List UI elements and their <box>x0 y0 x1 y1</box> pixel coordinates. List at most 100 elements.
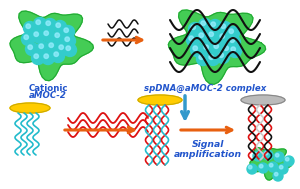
Circle shape <box>65 37 70 41</box>
Circle shape <box>212 42 224 54</box>
Circle shape <box>206 29 220 43</box>
Circle shape <box>62 35 76 47</box>
Circle shape <box>46 40 59 53</box>
Circle shape <box>56 43 70 56</box>
Circle shape <box>64 28 68 33</box>
Circle shape <box>284 156 294 166</box>
Circle shape <box>52 50 64 63</box>
Circle shape <box>221 24 226 29</box>
Circle shape <box>52 30 65 43</box>
Circle shape <box>187 33 200 46</box>
Circle shape <box>248 165 252 169</box>
Circle shape <box>280 165 283 169</box>
Circle shape <box>275 153 279 157</box>
Text: spDNA@aMOC-2 complex: spDNA@aMOC-2 complex <box>144 84 266 93</box>
Circle shape <box>41 51 55 64</box>
Polygon shape <box>250 148 292 180</box>
Circle shape <box>34 32 38 36</box>
Circle shape <box>188 22 202 36</box>
Circle shape <box>273 171 283 181</box>
Circle shape <box>196 30 209 43</box>
Circle shape <box>64 43 76 57</box>
Ellipse shape <box>138 95 182 105</box>
Circle shape <box>247 164 257 174</box>
Circle shape <box>59 45 64 50</box>
Circle shape <box>44 54 49 58</box>
Circle shape <box>209 32 214 36</box>
Circle shape <box>44 19 56 32</box>
Circle shape <box>34 18 46 30</box>
Circle shape <box>265 151 268 155</box>
Circle shape <box>263 150 273 160</box>
Circle shape <box>260 164 263 168</box>
Circle shape <box>190 43 203 57</box>
Circle shape <box>61 26 74 39</box>
Circle shape <box>191 25 196 29</box>
Circle shape <box>56 23 61 27</box>
Circle shape <box>217 50 230 64</box>
Circle shape <box>44 31 49 36</box>
Circle shape <box>26 24 31 29</box>
Circle shape <box>269 163 273 167</box>
Ellipse shape <box>241 95 285 105</box>
Text: Cationic: Cationic <box>28 84 68 93</box>
Circle shape <box>230 38 235 43</box>
Circle shape <box>26 43 38 56</box>
Circle shape <box>286 157 289 161</box>
Circle shape <box>22 33 34 46</box>
Circle shape <box>199 55 203 60</box>
Circle shape <box>193 46 197 50</box>
Circle shape <box>54 52 58 57</box>
Circle shape <box>219 53 224 57</box>
Circle shape <box>221 43 235 57</box>
Circle shape <box>32 29 44 43</box>
Circle shape <box>253 151 263 161</box>
Text: aMOC-2: aMOC-2 <box>29 91 67 100</box>
Circle shape <box>229 29 233 33</box>
Circle shape <box>36 20 40 24</box>
Circle shape <box>229 44 242 57</box>
Circle shape <box>199 19 212 32</box>
Circle shape <box>53 20 67 33</box>
Circle shape <box>66 46 70 50</box>
Circle shape <box>23 22 37 35</box>
Circle shape <box>46 21 50 26</box>
Circle shape <box>202 43 214 56</box>
Circle shape <box>189 36 194 40</box>
Circle shape <box>204 45 208 50</box>
Circle shape <box>268 162 278 172</box>
Circle shape <box>227 36 241 49</box>
Circle shape <box>274 152 284 162</box>
Circle shape <box>49 43 53 47</box>
Circle shape <box>278 164 288 174</box>
Circle shape <box>274 172 278 176</box>
Circle shape <box>231 47 236 51</box>
Circle shape <box>34 54 38 58</box>
Ellipse shape <box>10 103 50 113</box>
Circle shape <box>211 22 215 26</box>
Circle shape <box>55 33 59 37</box>
Circle shape <box>258 163 268 173</box>
Circle shape <box>224 46 229 50</box>
Circle shape <box>214 44 218 48</box>
Circle shape <box>28 45 32 50</box>
Circle shape <box>226 26 239 40</box>
Circle shape <box>32 51 44 64</box>
Circle shape <box>220 34 224 39</box>
Circle shape <box>218 22 232 35</box>
Circle shape <box>201 21 206 26</box>
Circle shape <box>208 19 221 33</box>
Circle shape <box>218 32 230 44</box>
Circle shape <box>24 35 28 40</box>
Circle shape <box>209 55 214 60</box>
Circle shape <box>199 33 203 37</box>
Circle shape <box>206 53 220 66</box>
Circle shape <box>254 153 258 156</box>
Circle shape <box>39 44 43 48</box>
Circle shape <box>37 42 50 54</box>
Text: Signal
amplification: Signal amplification <box>174 140 242 159</box>
Circle shape <box>41 29 55 42</box>
Polygon shape <box>168 10 266 84</box>
Polygon shape <box>10 11 93 81</box>
Circle shape <box>196 53 209 66</box>
